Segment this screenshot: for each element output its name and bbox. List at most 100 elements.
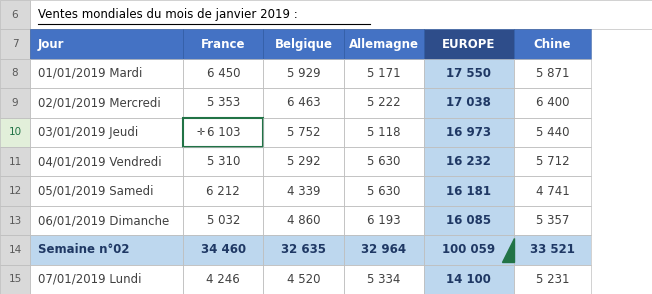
Bar [30, 235, 183, 265]
Bar [424, 118, 514, 147]
Bar [30, 235, 183, 265]
Text: 4 246: 4 246 [207, 273, 240, 286]
Bar [183, 235, 263, 265]
Bar [514, 118, 591, 147]
Text: 12: 12 [8, 186, 22, 196]
Text: 5 630: 5 630 [367, 155, 400, 168]
Bar [0, 0, 30, 29]
Bar [514, 265, 591, 294]
Bar [0, 29, 30, 59]
Bar [424, 235, 514, 265]
Bar [183, 118, 263, 147]
Text: Chine: Chine [534, 38, 571, 51]
Text: 4 741: 4 741 [536, 185, 569, 198]
Bar [344, 235, 424, 265]
Bar [424, 59, 514, 88]
Text: 13: 13 [8, 216, 22, 225]
Bar [0, 59, 30, 88]
Bar [424, 206, 514, 235]
Bar [263, 29, 344, 59]
Text: 5 310: 5 310 [207, 155, 240, 168]
Bar [0, 235, 30, 265]
Text: 6 212: 6 212 [207, 185, 240, 198]
Text: 32 964: 32 964 [361, 243, 406, 256]
Bar [0, 88, 30, 118]
Bar [263, 29, 344, 59]
Text: 16 973: 16 973 [446, 126, 492, 139]
Text: 07/01/2019 Lundi: 07/01/2019 Lundi [38, 273, 141, 286]
Bar [183, 265, 263, 294]
Bar [344, 118, 424, 147]
Bar [344, 206, 424, 235]
Bar [0, 118, 30, 147]
Bar [344, 147, 424, 176]
Bar [30, 59, 183, 88]
Bar [0, 147, 30, 176]
Text: 5 630: 5 630 [367, 185, 400, 198]
Bar [0, 59, 30, 88]
Text: 5 712: 5 712 [536, 155, 569, 168]
Bar [263, 118, 344, 147]
Bar [263, 265, 344, 294]
Bar [30, 88, 183, 118]
Bar [263, 59, 344, 88]
Bar [30, 206, 183, 235]
Bar [514, 206, 591, 235]
Bar [183, 29, 263, 59]
Bar [424, 88, 514, 118]
Text: 4 339: 4 339 [287, 185, 320, 198]
Bar [344, 118, 424, 147]
Bar [424, 206, 514, 235]
Bar [263, 235, 344, 265]
Bar [0, 265, 30, 294]
Bar [263, 235, 344, 265]
Bar [0, 147, 30, 176]
Bar [183, 118, 263, 147]
Bar [183, 265, 263, 294]
Bar [0, 0, 30, 29]
Text: 14: 14 [8, 245, 22, 255]
Bar [344, 235, 424, 265]
Text: 34 460: 34 460 [201, 243, 246, 256]
Bar [514, 147, 591, 176]
Bar [0, 206, 30, 235]
Bar [344, 206, 424, 235]
Bar [344, 88, 424, 118]
Bar [344, 265, 424, 294]
Text: 5 118: 5 118 [367, 126, 400, 139]
Bar [344, 59, 424, 88]
Text: 6: 6 [12, 10, 18, 20]
Bar [30, 29, 183, 59]
Text: 16 181: 16 181 [446, 185, 492, 198]
Bar [263, 206, 344, 235]
Bar [263, 88, 344, 118]
Bar [0, 29, 30, 59]
Bar [344, 29, 424, 59]
Text: 01/01/2019 Mardi: 01/01/2019 Mardi [38, 67, 142, 80]
Bar [424, 265, 514, 294]
Bar [514, 29, 591, 59]
Bar [0, 88, 30, 118]
Bar [183, 147, 263, 176]
Bar [263, 176, 344, 206]
Text: 5 231: 5 231 [536, 273, 569, 286]
Text: 4 860: 4 860 [287, 214, 320, 227]
Text: France: France [201, 38, 246, 51]
Bar [344, 176, 424, 206]
Bar [263, 206, 344, 235]
Bar [514, 265, 591, 294]
Bar [263, 147, 344, 176]
Bar [344, 88, 424, 118]
Text: Semaine n°02: Semaine n°02 [38, 243, 129, 256]
Text: Allemagne: Allemagne [349, 38, 419, 51]
Text: ✛: ✛ [196, 127, 205, 137]
Text: Jour: Jour [38, 38, 65, 51]
Bar [30, 147, 183, 176]
Bar [514, 118, 591, 147]
Text: 8: 8 [12, 69, 18, 78]
Text: 5 353: 5 353 [207, 96, 240, 109]
Text: 5 334: 5 334 [367, 273, 400, 286]
Bar [183, 235, 263, 265]
Bar [514, 235, 591, 265]
Bar [183, 59, 263, 88]
